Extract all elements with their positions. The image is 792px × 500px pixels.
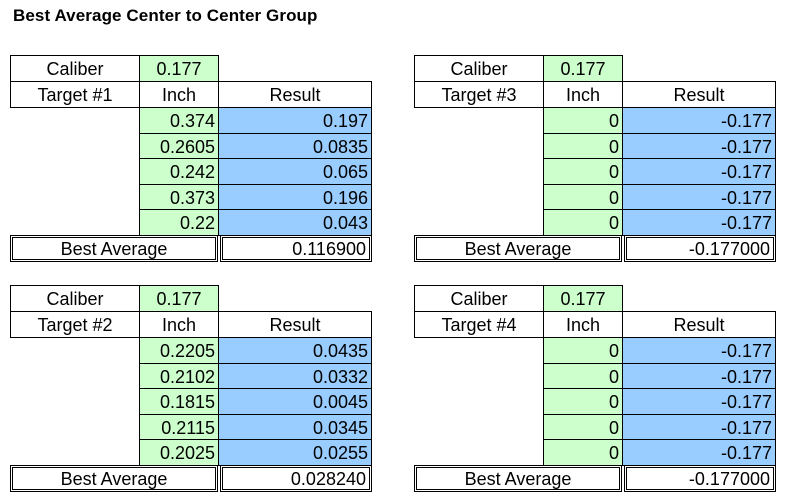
caliber-value[interactable]: 0.177 (543, 285, 623, 312)
caliber-value[interactable]: 0.177 (139, 55, 219, 82)
result-cell: 0.043 (218, 209, 372, 236)
target-block: Caliber 0.177 Target #4 Inch Result 0 -0.177 0-… (414, 285, 776, 498)
best-average-label: Best Average (414, 235, 622, 262)
caliber-label: Caliber (10, 55, 140, 82)
page-title: Best Average Center to Center Group (13, 6, 318, 25)
result-cell: 0.0835 (218, 133, 372, 160)
inch-header: Inch (139, 81, 219, 108)
best-average-label: Best Average (10, 465, 218, 492)
inch-cell[interactable]: 0 (543, 184, 623, 211)
result-cell: -0.177 (622, 363, 776, 390)
caliber-value[interactable]: 0.177 (139, 285, 219, 312)
target-name: Target #1 (10, 81, 140, 108)
result-cell: -0.177 (622, 439, 776, 466)
caliber-value[interactable]: 0.177 (543, 55, 623, 82)
result-cell: -0.177 (622, 414, 776, 441)
result-header: Result (218, 81, 372, 108)
result-cell: 0.065 (218, 158, 372, 185)
result-cell: 0.0045 (218, 388, 372, 415)
inch-cell[interactable]: 0 (543, 337, 623, 364)
result-cell: -0.177 (622, 209, 776, 236)
result-cell: 0.196 (218, 184, 372, 211)
result-cell: 0.0255 (218, 439, 372, 466)
inch-cell[interactable]: 0 (543, 363, 623, 390)
inch-cell[interactable]: 0.2025 (139, 439, 219, 466)
inch-cell[interactable]: 0 (543, 388, 623, 415)
best-average-value: 0.028240 (220, 465, 372, 492)
inch-cell[interactable]: 0.2605 (139, 133, 219, 160)
target-name: Target #4 (414, 311, 544, 338)
caliber-label: Caliber (10, 285, 140, 312)
target-block: Caliber 0.177 Target #3 Inch Result 0 -0.177 0-… (414, 55, 776, 268)
inch-cell[interactable]: 0.2205 (139, 337, 219, 364)
inch-cell[interactable]: 0.374 (139, 107, 219, 134)
result-header: Result (622, 311, 776, 338)
result-header: Result (622, 81, 776, 108)
target-name: Target #2 (10, 311, 140, 338)
result-cell: -0.177 (622, 184, 776, 211)
result-cell: -0.177 (622, 337, 776, 364)
inch-cell[interactable]: 0.22 (139, 209, 219, 236)
inch-cell[interactable]: 0.242 (139, 158, 219, 185)
inch-cell[interactable]: 0 (543, 439, 623, 466)
inch-cell[interactable]: 0.1815 (139, 388, 219, 415)
result-cell: 0.0345 (218, 414, 372, 441)
result-cell: 0.197 (218, 107, 372, 134)
inch-cell[interactable]: 0.373 (139, 184, 219, 211)
result-cell: -0.177 (622, 107, 776, 134)
result-cell: -0.177 (622, 158, 776, 185)
best-average-label: Best Average (10, 235, 218, 262)
inch-cell[interactable]: 0 (543, 133, 623, 160)
inch-header: Inch (543, 311, 623, 338)
target-name: Target #3 (414, 81, 544, 108)
inch-header: Inch (543, 81, 623, 108)
result-cell: -0.177 (622, 388, 776, 415)
caliber-label: Caliber (414, 55, 544, 82)
target-block: Caliber 0.177 Target #2 Inch Result 0.2205 0.0… (10, 285, 372, 498)
result-cell: 0.0435 (218, 337, 372, 364)
inch-cell[interactable]: 0.2102 (139, 363, 219, 390)
result-cell: -0.177 (622, 133, 776, 160)
best-average-label: Best Average (414, 465, 622, 492)
inch-cell[interactable]: 0 (543, 414, 623, 441)
inch-cell[interactable]: 0 (543, 158, 623, 185)
best-average-value: -0.177000 (624, 235, 776, 262)
inch-cell[interactable]: 0 (543, 107, 623, 134)
target-block: Caliber 0.177 Target #1 Inch Result 0.374 0.19… (10, 55, 372, 268)
caliber-label: Caliber (414, 285, 544, 312)
inch-header: Inch (139, 311, 219, 338)
result-header: Result (218, 311, 372, 338)
best-average-value: 0.116900 (220, 235, 372, 262)
result-cell: 0.0332 (218, 363, 372, 390)
inch-cell[interactable]: 0 (543, 209, 623, 236)
best-average-value: -0.177000 (624, 465, 776, 492)
inch-cell[interactable]: 0.2115 (139, 414, 219, 441)
